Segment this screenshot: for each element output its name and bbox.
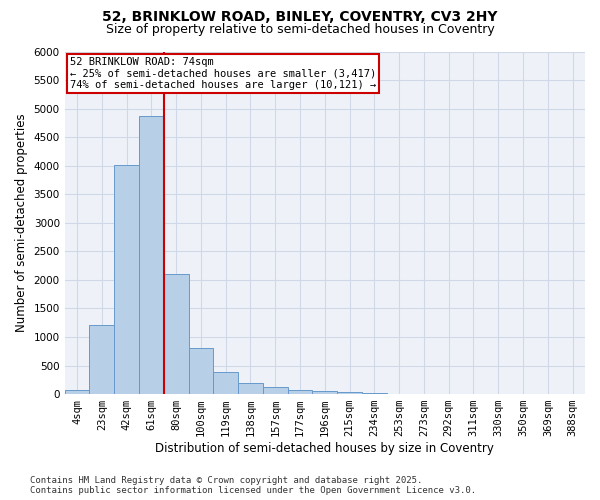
Bar (188, 348, 214, 394)
Text: Contains HM Land Registry data © Crown copyright and database right 2025.
Contai: Contains HM Land Registry data © Crown c… (30, 476, 476, 495)
Bar (362, 393, 387, 394)
Bar (164, 274, 188, 394)
Text: 52, BRINKLOW ROAD, BINLEY, COVENTRY, CV3 2HY: 52, BRINKLOW ROAD, BINLEY, COVENTRY, CV3… (102, 10, 498, 24)
Bar (65, 390, 89, 394)
Bar (313, 391, 337, 394)
Bar (263, 386, 287, 394)
Bar (214, 372, 238, 394)
Bar (139, 116, 164, 394)
Text: 52 BRINKLOW ROAD: 74sqm
← 25% of semi-detached houses are smaller (3,417)
74% of: 52 BRINKLOW ROAD: 74sqm ← 25% of semi-de… (70, 56, 376, 90)
Text: Size of property relative to semi-detached houses in Coventry: Size of property relative to semi-detach… (106, 22, 494, 36)
Bar (337, 392, 362, 394)
Bar (114, 165, 139, 394)
Bar (238, 382, 263, 394)
Bar (287, 390, 313, 394)
X-axis label: Distribution of semi-detached houses by size in Coventry: Distribution of semi-detached houses by … (155, 442, 494, 455)
Bar (89, 325, 114, 394)
Y-axis label: Number of semi-detached properties: Number of semi-detached properties (15, 114, 28, 332)
